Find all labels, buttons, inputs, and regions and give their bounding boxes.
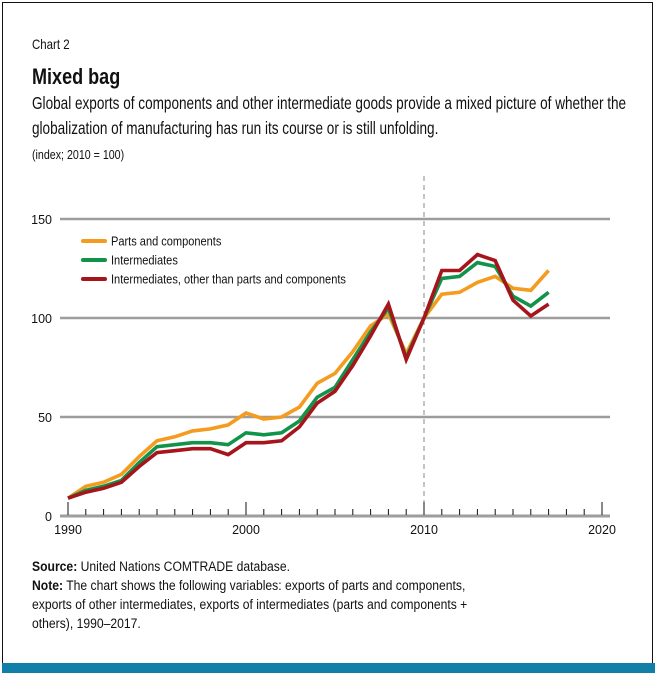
y-tick-label: 100: [31, 312, 52, 326]
legend-label: Intermediates: [111, 253, 178, 268]
source-label: Source:: [32, 559, 78, 574]
y-tick-label: 0: [45, 510, 52, 524]
legend: Parts and components Intermediates Interme…: [81, 234, 346, 287]
note-line: Note: The chart shows the following vari…: [32, 578, 465, 593]
source-note: Source: United Nations COMTRADE database…: [32, 559, 290, 574]
chart-number-label: Chart 2: [32, 36, 70, 52]
series-line-intermediates: [67, 260, 550, 500]
note-line: others), 1990–2017.: [32, 616, 141, 631]
source-text: United Nations COMTRADE database.: [77, 559, 290, 574]
series-line-other: [67, 252, 550, 500]
y-tick-label: 150: [31, 213, 52, 227]
note-label: Note:: [32, 578, 64, 593]
legend-label: Intermediates, other than parts and comp…: [111, 272, 346, 287]
x-tick-label: 2010: [410, 523, 438, 537]
series-lines: [66, 252, 550, 500]
chart-title: Mixed bag: [32, 64, 121, 89]
note-text: The chart shows the following variables:…: [63, 578, 466, 593]
x-tick-label: 1990: [54, 523, 82, 537]
chart-frame: [2, 2, 653, 663]
chart-subtitle: Global exports of components and other i…: [32, 93, 627, 138]
x-tick-label: 2020: [588, 523, 616, 537]
x-tick-label: 2000: [232, 523, 260, 537]
x-axis: 1990 2000 2010 2020: [54, 502, 616, 537]
y-tick-label: 50: [38, 411, 52, 425]
bottom-accent-bar: [2, 663, 655, 673]
note-line: exports of other intermediates, exports …: [32, 597, 468, 612]
series-line-parts: [66, 269, 550, 500]
chart-units-label: (index; 2010 = 100): [32, 147, 125, 162]
gridlines: [60, 217, 610, 518]
y-axis-labels: 0 50 100 150: [31, 213, 52, 524]
line-chart: 1990 2000 2010 2020 0 50 100 150 Parts and com…: [31, 176, 616, 537]
legend-label: Parts and components: [111, 234, 221, 249]
